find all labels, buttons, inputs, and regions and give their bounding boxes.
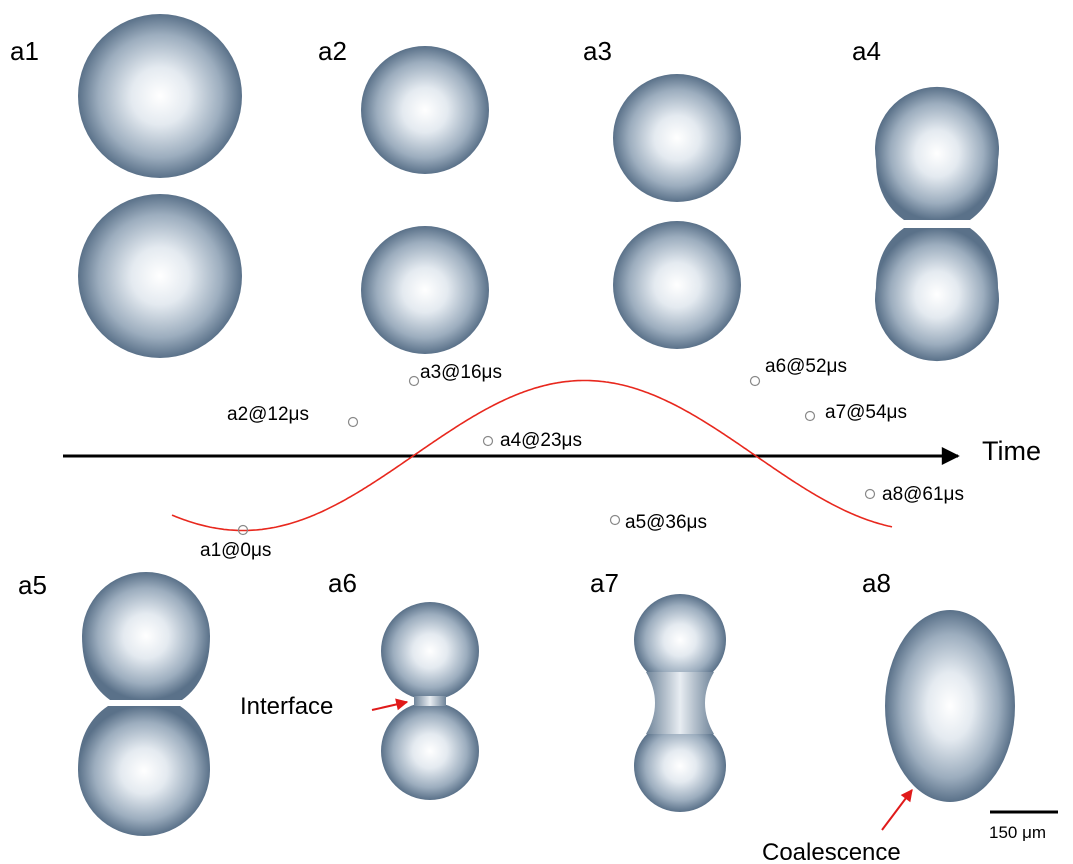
panel-label-a3: a3 (583, 36, 612, 66)
droplet-lower (381, 702, 479, 800)
coalescence-annotation: Coalescence (762, 789, 913, 864)
droplet-pair-a6 (381, 602, 479, 800)
panel-label-a8: a8 (862, 568, 891, 598)
panel-label-a2: a2 (318, 36, 347, 66)
droplet-pair-a5 (78, 572, 210, 836)
coalescence-label: Coalescence (762, 839, 901, 864)
droplet-lower (78, 706, 210, 836)
merged-droplet (885, 610, 1015, 802)
scale-bar: 150 μm (989, 810, 1058, 842)
droplet-upper (613, 74, 741, 202)
time-marker-a1 (237, 524, 249, 536)
droplet-lower (874, 228, 1000, 362)
time-label-a1: a1@0μs (200, 540, 271, 561)
time-marker-a6 (749, 375, 761, 387)
time-marker-a7 (804, 410, 816, 422)
droplet-pair-a2 (361, 46, 489, 354)
coalescence-neck (646, 672, 714, 734)
droplet-merged-a8 (885, 610, 1015, 802)
time-axis: Time (63, 436, 1041, 466)
oscillation-wave (171, 379, 893, 532)
droplet-lower (634, 720, 726, 812)
droplet-lower (361, 226, 489, 354)
time-label-a8: a8@61μs (882, 484, 964, 505)
panel-label-a7: a7 (590, 568, 619, 598)
scale-bar-label: 150 μm (989, 823, 1046, 842)
time-label-a6: a6@52μs (765, 356, 847, 377)
droplet-lower (613, 221, 741, 349)
droplet-pair-a1 (78, 14, 242, 358)
droplet-upper (78, 14, 242, 178)
droplet-upper (361, 46, 489, 174)
droplet-pair-a4 (874, 86, 1000, 362)
time-label-a3: a3@16μs (420, 362, 502, 383)
droplet-lower (78, 194, 242, 358)
panel-label-a1: a1 (10, 36, 39, 66)
panel-label-a4: a4 (852, 36, 881, 66)
droplet-upper (874, 86, 1000, 220)
droplet-upper (82, 572, 210, 700)
time-marker-a8 (864, 488, 876, 500)
panel-label-a5: a5 (18, 570, 47, 600)
time-label-a4: a4@23μs (500, 430, 582, 451)
coalescence-arrow (881, 789, 913, 831)
interface-label: Interface (240, 693, 333, 720)
panel-label-a6: a6 (328, 568, 357, 598)
interface-neck (414, 696, 446, 706)
time-marker-a2 (347, 416, 359, 428)
time-point-markers (237, 375, 876, 536)
droplet-upper (634, 594, 726, 686)
droplet-pair-a7 (634, 594, 726, 812)
time-marker-a5 (609, 514, 621, 526)
time-marker-a4 (482, 435, 494, 447)
time-label-a2: a2@12μs (227, 404, 309, 425)
time-label-a7: a7@54μs (825, 402, 907, 423)
interface-annotation: Interface (240, 693, 409, 720)
time-label-a5: a5@36μs (625, 512, 707, 533)
time-marker-a3 (408, 375, 420, 387)
droplet-upper (381, 602, 479, 700)
time-axis-label: Time (982, 436, 1041, 466)
interface-arrow (371, 698, 409, 711)
droplet-pair-a3 (613, 74, 741, 349)
